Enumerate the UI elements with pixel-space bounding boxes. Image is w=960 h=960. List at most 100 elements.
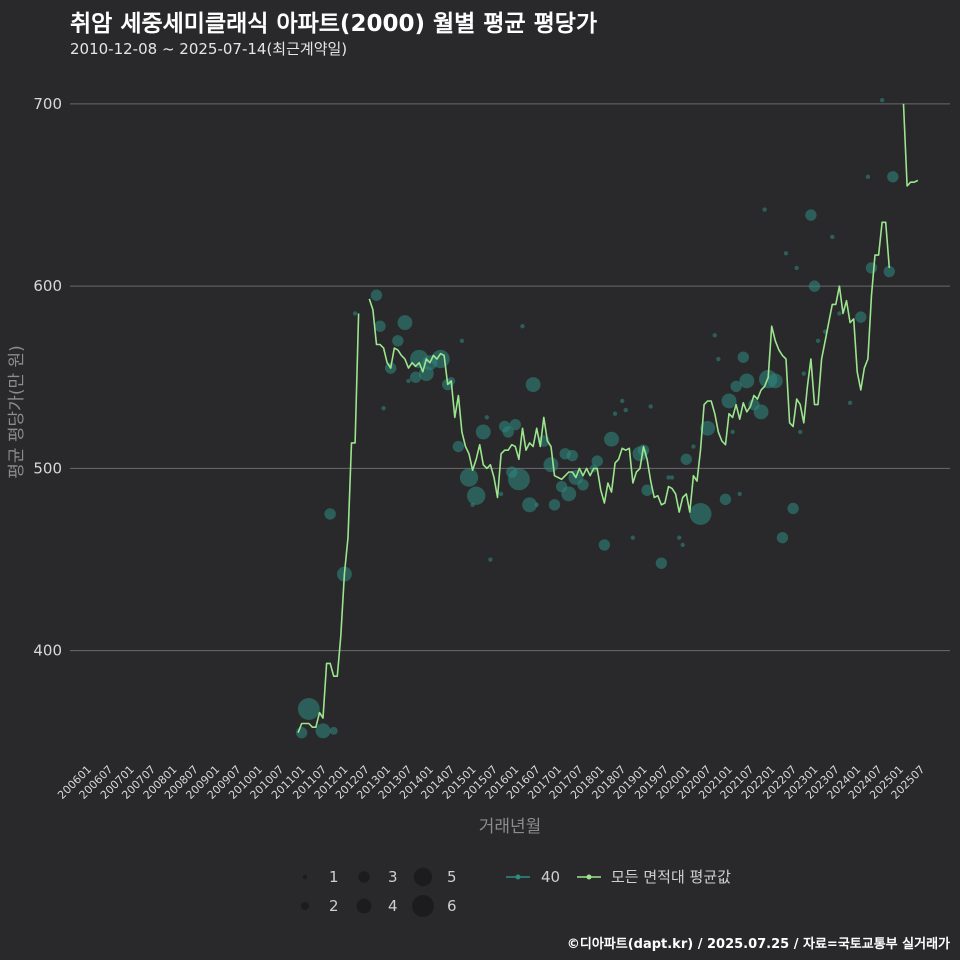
data-point [507, 468, 530, 491]
data-point [830, 234, 835, 240]
average-line-segment [902, 103, 919, 187]
data-point [295, 726, 308, 739]
legend-size-label: 4 [388, 897, 398, 915]
chart-subtitle: 2010-12-08 ~ 2025-07-14(최근계약일) [70, 40, 348, 58]
y-axis-title: 평균 평당가(만 원) [7, 345, 27, 479]
data-point [716, 356, 721, 362]
data-point [604, 431, 619, 447]
data-point [837, 311, 842, 316]
data-point [374, 320, 386, 332]
data-point [879, 98, 885, 103]
data-point [612, 411, 618, 416]
legend-size-label: 3 [388, 868, 398, 886]
y-tick-label: 600 [33, 277, 62, 295]
legend-size-swatch [412, 895, 434, 917]
data-point [370, 289, 383, 301]
data-point [700, 420, 716, 436]
data-point [680, 542, 685, 548]
data-point [297, 698, 320, 720]
legend-size-label: 6 [447, 897, 457, 915]
x-tick-labels: 2006012006072007012007072008012008072009… [55, 763, 927, 802]
y-tick-label: 700 [33, 95, 62, 113]
legend-point-swatch-40 [515, 874, 521, 880]
data-point [776, 531, 789, 544]
data-point [522, 497, 538, 513]
data-point [865, 174, 871, 179]
legend-size-swatch [302, 874, 308, 880]
data-point [498, 491, 504, 497]
data-point [329, 726, 338, 735]
legend-size-label: 1 [329, 868, 339, 886]
data-point [712, 333, 717, 338]
data-point [561, 486, 577, 502]
data-point [666, 475, 671, 480]
data-point [452, 440, 465, 453]
data-point [406, 378, 411, 384]
data-point [488, 557, 493, 562]
data-point [520, 324, 525, 329]
data-point [534, 502, 539, 508]
data-point [641, 484, 653, 496]
data-point [689, 503, 712, 525]
data-point [808, 280, 821, 292]
data-point [883, 265, 895, 278]
data-point [315, 723, 331, 739]
chart-title: 취암 세중세미클래식 아파트(2000) 월별 평균 평당가 [70, 11, 598, 37]
average-line-segment [297, 313, 360, 733]
y-tick-labels: 400 500 600 700 [33, 95, 62, 660]
y-tick-label: 400 [33, 642, 62, 660]
data-point [548, 499, 561, 511]
data-point [691, 444, 696, 449]
data-point [397, 315, 413, 331]
data-point [409, 371, 422, 383]
data-point [805, 209, 817, 221]
data-point [798, 429, 803, 435]
data-point [739, 373, 755, 389]
legend-size-swatch [356, 898, 372, 914]
y-tick-label: 500 [33, 459, 62, 477]
data-point [475, 424, 491, 440]
data-point [887, 171, 899, 183]
data-point [730, 380, 742, 393]
average-line [297, 103, 919, 733]
data-point [787, 502, 799, 515]
data-point [352, 311, 358, 316]
data-point [509, 418, 522, 431]
data-point [847, 400, 853, 405]
data-point [381, 406, 386, 411]
data-point [630, 535, 636, 540]
data-point [721, 393, 737, 409]
data-point [591, 455, 603, 467]
x-axis-title: 거래년월 [479, 817, 542, 837]
data-point [655, 557, 668, 569]
data-point [525, 377, 541, 392]
data-point [730, 429, 735, 435]
data-point [459, 338, 465, 344]
data-point [737, 351, 749, 363]
data-point [753, 404, 769, 420]
data-point [577, 479, 589, 491]
data-point [801, 371, 806, 376]
data-point [719, 493, 732, 506]
data-point [431, 349, 450, 369]
average-line-segment [368, 221, 891, 513]
data-point [648, 404, 653, 409]
legend-size-label: 5 [447, 868, 457, 886]
legend-size-swatch [413, 867, 433, 887]
legend-size-swatch [301, 902, 309, 910]
data-point [459, 468, 479, 487]
data-point [466, 486, 486, 505]
data-point [669, 475, 675, 480]
data-point [865, 262, 878, 274]
data-point [783, 251, 789, 256]
data-point [623, 407, 628, 413]
grid-lines [70, 103, 950, 652]
legend-point-swatch-average [586, 874, 592, 880]
legend-size-label: 2 [329, 897, 339, 915]
data-point [767, 373, 783, 389]
data-point [598, 539, 611, 551]
data-point [619, 398, 625, 404]
data-point [324, 508, 336, 520]
data-point [737, 491, 742, 497]
